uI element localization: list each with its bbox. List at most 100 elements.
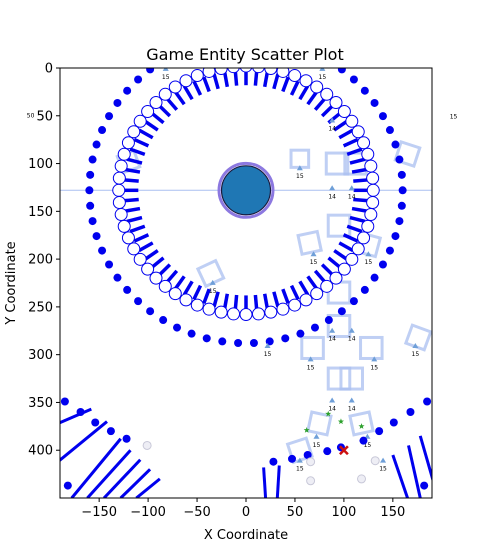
outer-ring-dot	[281, 334, 290, 343]
dash-ring-segment	[150, 111, 165, 125]
bottom-dot	[389, 418, 398, 427]
inner-ring-dot	[299, 293, 313, 307]
dash-ring-segment	[143, 119, 159, 132]
outer-ring-dot	[134, 297, 143, 306]
outer-ring-dot	[378, 112, 387, 121]
inner-ring-dot	[288, 298, 302, 312]
x-tick-label: 0	[242, 505, 250, 520]
dash-ring-segment	[313, 96, 327, 111]
outer-ring-dot	[391, 232, 400, 241]
dash-ring-segment	[353, 197, 370, 203]
center-entity-halo	[217, 161, 275, 219]
dash-ring-segment	[143, 249, 159, 261]
dash-ring-segment	[122, 197, 139, 203]
inner-ring-dot	[133, 114, 147, 128]
outlined-square-marker	[359, 335, 384, 360]
outlined-square-marker	[324, 151, 350, 176]
y-tick-label: 0	[45, 62, 53, 77]
dash-ring-segment	[281, 288, 290, 305]
marker-label: 15	[370, 364, 378, 371]
spoke-line	[262, 467, 268, 498]
outlined-square-marker	[306, 410, 333, 437]
outer-ring-dot	[360, 86, 369, 95]
bottom-dot	[423, 397, 432, 406]
inner-ring-dot	[276, 68, 290, 78]
triangle-marker	[329, 397, 336, 403]
inner-ring-dot	[366, 195, 380, 209]
triangle-marker	[296, 457, 303, 463]
marker-label: 15	[379, 466, 387, 473]
marker-label: 15	[307, 364, 315, 371]
triangle-marker	[349, 51, 355, 56]
inner-ring-dot	[345, 114, 359, 128]
dash-ring-segment	[327, 256, 342, 270]
inner-ring-dot	[179, 293, 193, 307]
inner-ring-dot	[310, 80, 324, 94]
green-star	[358, 423, 365, 429]
outer-ring-dot	[395, 155, 404, 164]
chart-title: Game Entity Scatter Plot	[146, 45, 343, 64]
inner-ring-dot	[114, 159, 128, 173]
dash-ring-segment	[192, 284, 203, 301]
outer-ring-dot	[234, 34, 242, 42]
dash-ring-segment	[262, 293, 270, 310]
dash-ring-segment	[222, 71, 230, 88]
dash-ring-segment	[298, 85, 310, 101]
x-tick-label: 100	[331, 505, 356, 520]
dash-ring-segment	[353, 178, 370, 183]
outer-ring-dot	[397, 170, 406, 179]
inner-ring-dot	[114, 208, 128, 222]
inner-ring-dot	[337, 105, 351, 119]
marker-label: 14	[328, 405, 336, 412]
triangle-marker	[412, 342, 419, 348]
outlined-square-marker	[339, 366, 364, 391]
dash-ring-segment	[262, 71, 270, 88]
outer-ring-dot	[397, 201, 406, 210]
inner-ring-dot	[112, 183, 126, 197]
bottom-dot	[91, 418, 100, 427]
dash-ring-segment	[173, 90, 186, 106]
triangle-marker	[365, 251, 372, 257]
outlined-square-marker	[285, 436, 314, 465]
gray-dot	[142, 440, 152, 450]
outlined-square-marker	[289, 148, 311, 169]
outer-ring-dot	[337, 68, 346, 74]
y-tick-label: 50	[36, 109, 53, 124]
inner-ring-dot	[141, 105, 155, 119]
inner-ring-dot	[366, 183, 380, 197]
y-axis-label: Y Coordinate	[4, 241, 19, 325]
inner-ring-dot	[121, 136, 135, 150]
inner-ring-dot	[276, 302, 290, 316]
outer-ring-dot	[385, 246, 394, 255]
outer-ring-dot	[378, 260, 387, 269]
inner-ring-dot	[117, 147, 131, 161]
plot-area: 15 14 14 15 15 15 14 14 15 15 15 15 14 14 15 15 15 15 15 15…	[60, 34, 432, 498]
inner-ring-dot	[288, 69, 302, 83]
inner-ring-dot	[351, 242, 365, 256]
dash-ring-segment	[173, 275, 186, 290]
triangle-marker	[307, 356, 314, 362]
triangle-marker	[313, 433, 320, 439]
dash-ring-segment	[349, 215, 366, 224]
marker-label: 14	[328, 193, 336, 200]
bottom-dot	[375, 427, 384, 436]
outer-ring-dot	[159, 316, 168, 325]
bottom-dot	[76, 408, 85, 416]
inner-ring-dot	[112, 195, 126, 209]
outer-ring-dot	[146, 68, 155, 74]
outer-ring-dot	[92, 232, 101, 241]
marker-label: 15	[296, 466, 304, 473]
outer-ring-dot	[113, 273, 122, 282]
dash-ring-segment	[272, 73, 280, 90]
dash-ring-segment	[298, 280, 310, 296]
inner-ring-dot	[239, 68, 253, 73]
inner-ring-dot	[112, 171, 126, 185]
inner-ring-dot	[202, 68, 216, 78]
edge-label: 15	[450, 114, 458, 121]
triangle-marker	[371, 356, 378, 362]
dash-ring-segment	[272, 291, 280, 308]
inner-ring-dot	[133, 252, 147, 266]
bottom-dot	[303, 451, 312, 459]
dash-ring-segment	[165, 96, 179, 111]
inner-ring-dot	[214, 305, 228, 319]
